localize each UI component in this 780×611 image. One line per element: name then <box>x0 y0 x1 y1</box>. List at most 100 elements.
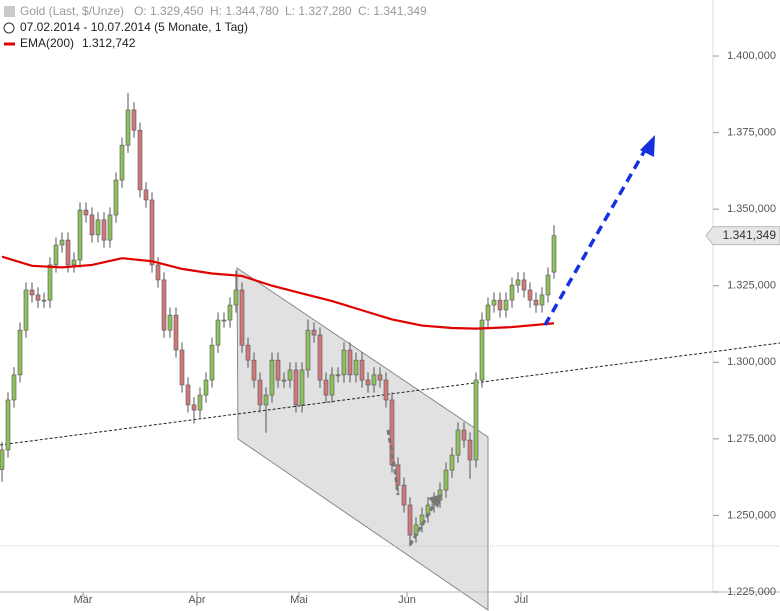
candle-body <box>491 299 497 306</box>
ema-legend: EMA(200) <box>20 36 74 50</box>
candle-body <box>257 379 263 406</box>
candle-body <box>317 334 323 381</box>
y-tick-label: 1.300,000 <box>727 356 776 368</box>
candle-body <box>0 449 5 470</box>
candle-body <box>383 379 389 401</box>
candle-body <box>341 349 347 376</box>
y-tick-label: 1.350,000 <box>727 203 776 215</box>
candle-body <box>83 209 89 216</box>
candle-body <box>53 244 59 266</box>
candle-body <box>101 219 107 241</box>
candle-body <box>173 314 179 351</box>
candle-body <box>515 279 521 286</box>
candle-body <box>47 264 53 301</box>
candle-body <box>455 429 461 456</box>
candle-body <box>23 289 29 331</box>
candle-body <box>71 259 77 266</box>
candle-body <box>467 439 473 461</box>
candle-body <box>293 369 299 406</box>
candle-body <box>191 404 197 411</box>
candle-body <box>197 394 203 411</box>
candle-body <box>371 374 377 386</box>
candle-body <box>479 319 485 381</box>
candle-body <box>287 369 293 381</box>
candle-body <box>329 374 335 396</box>
candle-body <box>107 214 113 241</box>
y-tick-label: 1.400,000 <box>727 50 776 62</box>
candle-body <box>17 329 23 376</box>
candle-body <box>167 314 173 331</box>
ema-value: 1.312,742 <box>82 36 136 50</box>
ema-line <box>1 255 555 330</box>
candle-body <box>119 144 125 181</box>
candle-body <box>29 289 35 296</box>
marks <box>0 92 557 547</box>
candle-body <box>239 289 245 346</box>
x-tick-label: Mär <box>74 594 93 606</box>
candle-body <box>125 109 131 146</box>
candle-body <box>395 464 401 486</box>
ohlc-high: H: 1.344,780 <box>210 4 279 18</box>
candle-body <box>143 189 149 201</box>
candle-body <box>65 239 71 266</box>
candle-body <box>377 374 383 381</box>
candle-body <box>179 349 185 386</box>
candle-body <box>227 304 233 321</box>
candle-body <box>551 235 557 273</box>
candle-body <box>155 264 161 281</box>
arrow-head <box>428 494 442 508</box>
candle-body <box>299 369 305 406</box>
candle-body <box>89 214 95 236</box>
candle-body <box>461 429 467 441</box>
candle-body <box>233 289 239 306</box>
candle-body <box>11 374 17 401</box>
x-tick-label: Jun <box>398 594 416 606</box>
candle-body <box>347 349 353 376</box>
candle-body <box>449 454 455 471</box>
candle-body <box>323 379 329 396</box>
ohlc-low: L: 1.327,280 <box>285 4 352 18</box>
candle-body <box>365 379 371 386</box>
candle-body <box>131 109 137 131</box>
candle-body <box>251 359 257 381</box>
candle-body <box>203 379 209 396</box>
candle-body <box>401 484 407 506</box>
candle-body <box>161 279 167 331</box>
candle-body <box>215 319 221 346</box>
candle-body <box>485 304 491 321</box>
candle-body <box>77 209 83 261</box>
candle-body <box>95 219 101 236</box>
candle-body <box>353 359 359 376</box>
candle-body <box>527 289 533 301</box>
x-tick-label: Jul <box>514 594 528 606</box>
candle-body <box>509 284 515 301</box>
title: Gold (Last, $/Unze) <box>20 4 124 18</box>
candle-body <box>245 344 251 361</box>
candle-body <box>533 299 539 306</box>
candle-body <box>263 394 269 406</box>
x-tick-label: Mai <box>290 594 308 606</box>
candle-body <box>311 329 317 336</box>
candle-body <box>473 379 479 461</box>
x-tick-label: Apr <box>188 594 205 606</box>
candle-body <box>275 359 281 381</box>
candle-body <box>503 299 509 311</box>
last-price-label: 1.341,349 <box>723 228 777 242</box>
date-range: 07.02.2014 - 10.07.2014 (5 Monate, 1 Tag… <box>20 20 248 34</box>
candle-body <box>539 294 545 306</box>
y-tick-label: 1.225,000 <box>727 586 776 598</box>
y-tick-label: 1.375,000 <box>727 127 776 139</box>
candle-body <box>185 384 191 406</box>
candle-body <box>359 359 365 381</box>
candle-body <box>269 359 275 396</box>
annotation-arrow <box>386 429 400 496</box>
candle-body <box>149 199 155 266</box>
clock-icon <box>3 22 15 34</box>
candle-body <box>113 179 119 216</box>
candle-body <box>209 344 215 381</box>
gold-icon <box>4 6 15 17</box>
candle-body <box>221 319 227 322</box>
candle-body <box>281 379 287 382</box>
trend-line <box>0 342 780 446</box>
candle-body <box>443 469 449 491</box>
